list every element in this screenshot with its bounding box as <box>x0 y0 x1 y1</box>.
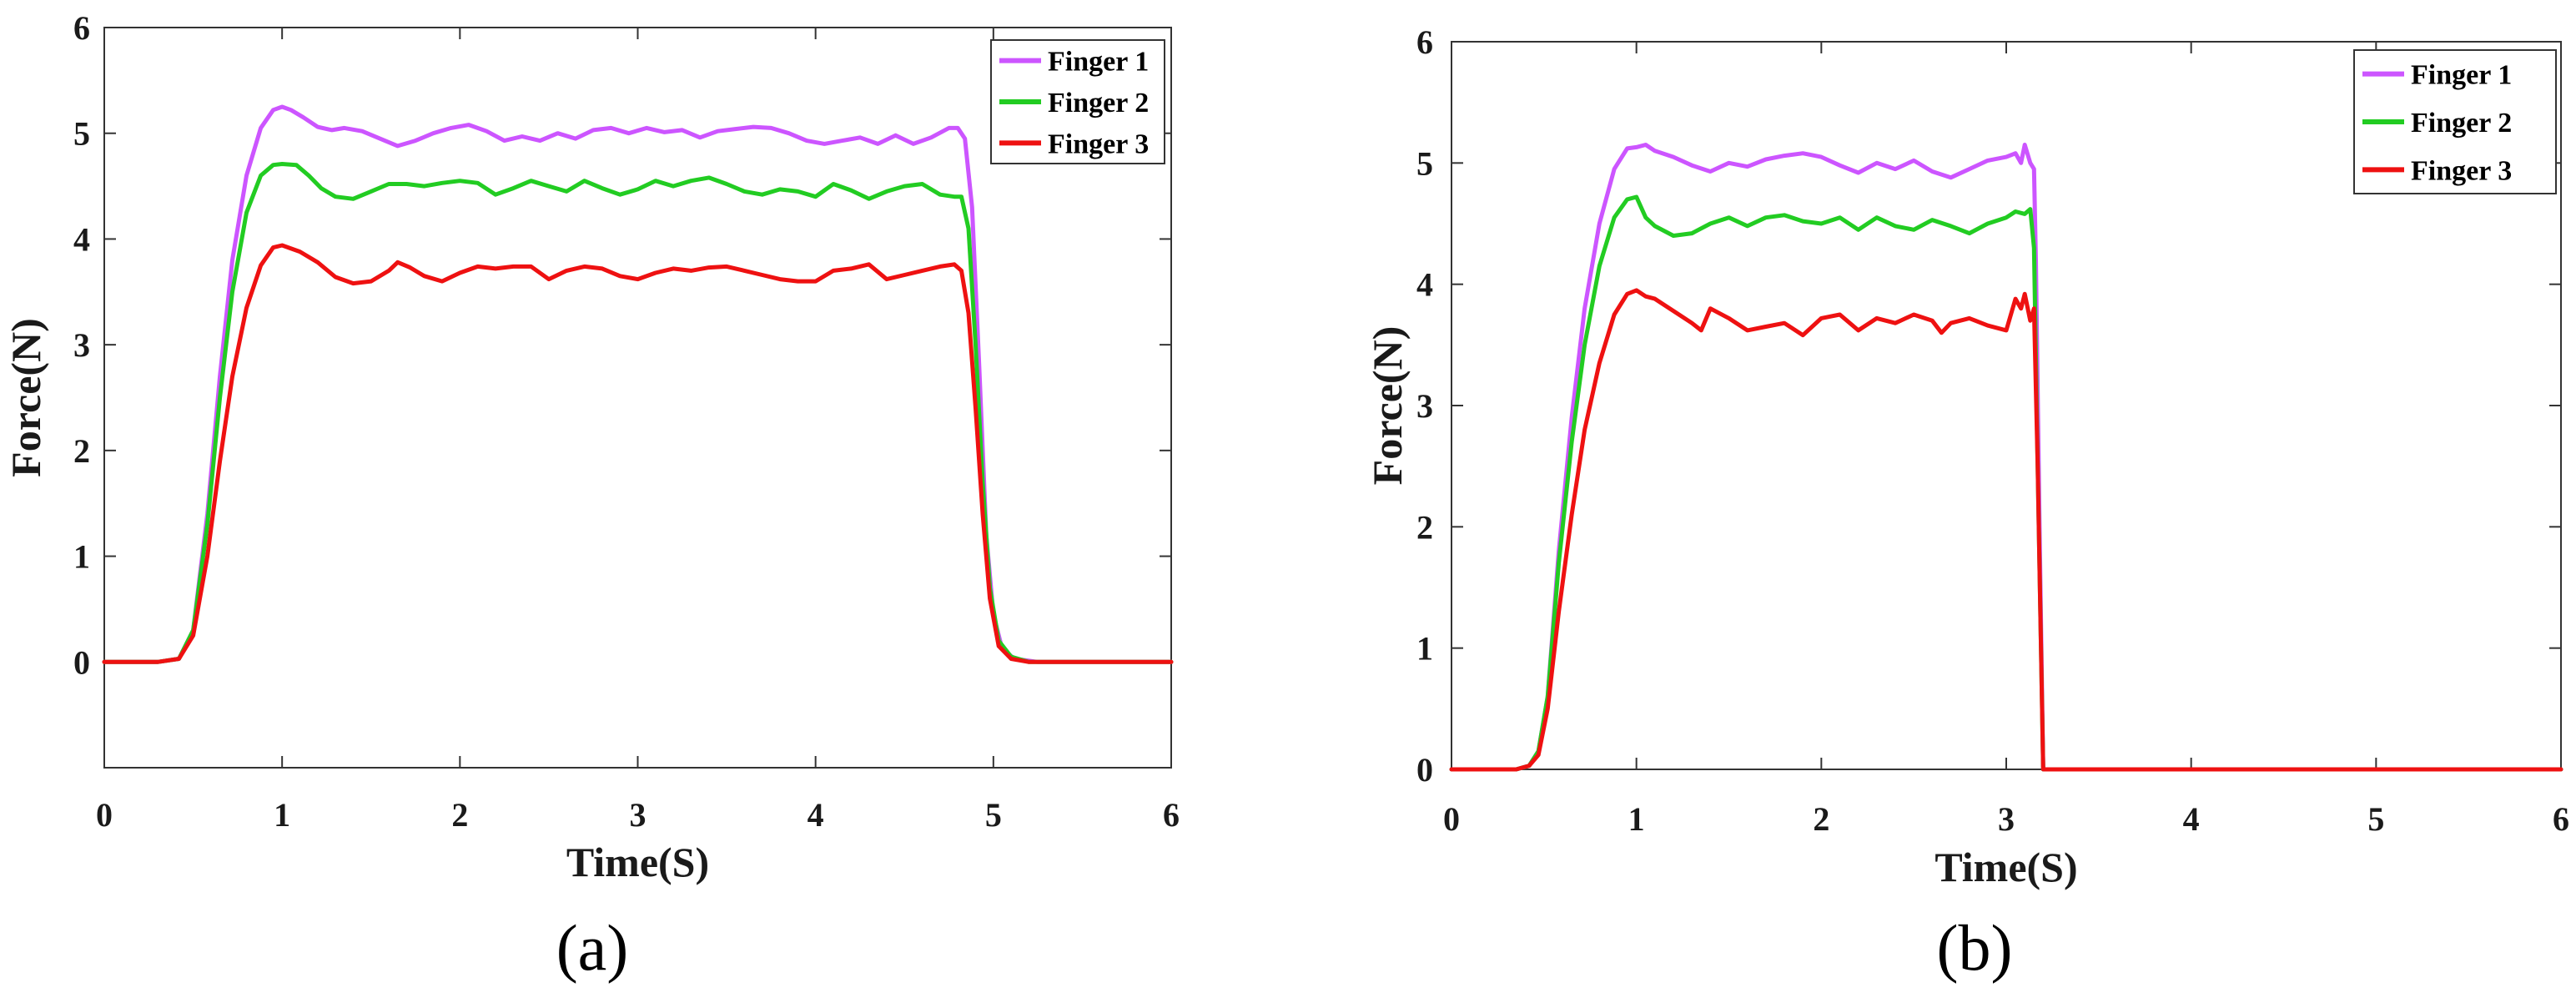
x-tick-label: 2 <box>1813 800 1829 838</box>
y-tick-label: 4 <box>1416 266 1433 304</box>
y-tick-label: 5 <box>73 115 90 153</box>
x-tick-label: 5 <box>985 796 1002 834</box>
x-tick-label: 1 <box>1628 800 1645 838</box>
legend-label-finger-3: Finger 3 <box>1048 129 1149 159</box>
y-tick-label: 1 <box>1416 630 1433 668</box>
legend-label-finger-3: Finger 3 <box>2411 155 2512 186</box>
x-tick-label: 6 <box>1163 796 1180 834</box>
legend-label-finger-1: Finger 1 <box>1048 47 1149 78</box>
panel-label-a: (a) <box>556 911 629 984</box>
x-tick-label: 2 <box>451 796 468 834</box>
panel-label-b: (b) <box>1937 911 2013 984</box>
legend-label-finger-1: Finger 1 <box>2411 60 2512 91</box>
x-tick-label: 4 <box>808 796 824 834</box>
y-tick-label: 1 <box>73 538 90 576</box>
series-line-finger-1 <box>102 104 1174 664</box>
x-tick-label: 4 <box>2183 800 2200 838</box>
chart-panel-a: (a) 0 1 2 3 4 5 6 0 1 2 3 4 5 6 Time(S) Force(N) Finger … <box>3 9 1180 984</box>
x-tick-label: 3 <box>1998 800 2015 838</box>
legend-label-finger-2: Finger 2 <box>2411 108 2512 139</box>
series-line-finger-2 <box>102 162 1174 664</box>
x-tick-label: 1 <box>274 796 290 834</box>
y-axis-label: Force(N) <box>1364 326 1411 486</box>
y-tick-label: 0 <box>73 643 90 681</box>
y-tick-label: 6 <box>73 9 90 47</box>
chart-panel-b: (b) 0 1 2 3 4 5 6 0 1 2 3 4 5 6 Time(S) Force(N) Finger … <box>1364 23 2569 984</box>
y-tick-label: 3 <box>73 326 90 364</box>
series-line-finger-3 <box>102 243 1174 664</box>
series-line-finger-3 <box>1449 288 2563 772</box>
x-axis-label: Time(S) <box>566 839 709 885</box>
y-tick-label: 6 <box>1416 23 1433 61</box>
x-axis-label: Time(S) <box>1935 844 2077 890</box>
y-tick-label: 2 <box>1416 508 1433 546</box>
y-tick-label: 3 <box>1416 387 1433 425</box>
series-line-finger-2 <box>1449 194 2563 772</box>
x-tick-label: 5 <box>2367 800 2384 838</box>
x-tick-label: 6 <box>2553 800 2569 838</box>
legend-label-finger-2: Finger 2 <box>1048 88 1149 118</box>
series-line-finger-1 <box>1449 143 2563 772</box>
y-tick-label: 4 <box>73 220 90 258</box>
x-tick-label: 3 <box>630 796 647 834</box>
y-tick-label: 2 <box>73 432 90 470</box>
y-tick-label: 0 <box>1416 751 1433 789</box>
y-tick-label: 5 <box>1416 144 1433 182</box>
y-axis-label: Force(N) <box>3 318 49 477</box>
x-tick-label: 0 <box>96 796 113 834</box>
x-tick-label: 0 <box>1443 800 1460 838</box>
